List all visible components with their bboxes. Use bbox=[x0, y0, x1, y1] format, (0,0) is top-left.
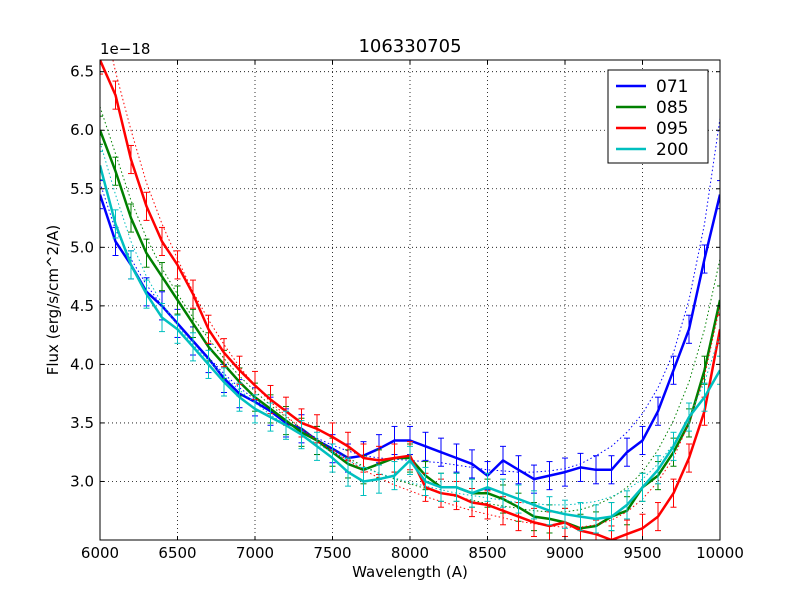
y-tick-label: 5.5 bbox=[70, 180, 94, 198]
x-axis-title: Wavelength (A) bbox=[352, 563, 468, 581]
model-curve-095 bbox=[112, 60, 720, 528]
y-tick-label: 6.0 bbox=[70, 121, 94, 139]
y-tick-label: 4.5 bbox=[70, 297, 94, 315]
x-tick-label: 8000 bbox=[391, 544, 429, 562]
y-offset-label: 1e−18 bbox=[100, 40, 150, 58]
y-axis-title: Flux (erg/s/cm^2/A) bbox=[44, 225, 62, 376]
series-layer bbox=[100, 60, 720, 540]
legend-label-095: 095 bbox=[656, 119, 688, 139]
x-tick-label: 6000 bbox=[81, 544, 119, 562]
legend-label-071: 071 bbox=[656, 77, 688, 97]
x-tick-label: 8500 bbox=[468, 544, 506, 562]
x-tick-label: 7500 bbox=[313, 544, 351, 562]
x-tick-label: 10000 bbox=[696, 544, 744, 562]
legend-label-085: 085 bbox=[656, 98, 688, 118]
model-curve-200 bbox=[100, 141, 720, 506]
x-tick-label: 9500 bbox=[623, 544, 661, 562]
chart-title: 106330705 bbox=[358, 36, 461, 57]
y-tick-label: 6.5 bbox=[70, 63, 94, 81]
x-tick-label: 9000 bbox=[546, 544, 584, 562]
data-line-200 bbox=[100, 165, 720, 521]
legend-label-200: 200 bbox=[656, 140, 688, 160]
data-line-071 bbox=[100, 194, 720, 481]
y-tick-label: 3.0 bbox=[70, 472, 94, 490]
y-tick-label: 4.0 bbox=[70, 355, 94, 373]
y-tick-label: 5.0 bbox=[70, 238, 94, 256]
x-tick-label: 7000 bbox=[236, 544, 274, 562]
y-tick-label: 3.5 bbox=[70, 414, 94, 432]
x-tick-label: 6500 bbox=[158, 544, 196, 562]
model-curve-085 bbox=[100, 106, 720, 513]
series-200 bbox=[100, 141, 720, 534]
ticks: 6000 6500 7000 7500 8000 8500 9000 9500 10000 3.0… bbox=[70, 60, 744, 562]
